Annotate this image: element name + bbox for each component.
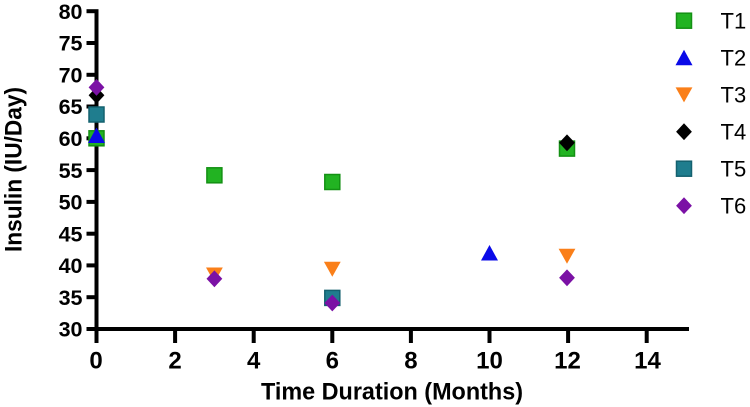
svg-text:10: 10 <box>476 348 503 375</box>
svg-text:T5: T5 <box>721 156 747 181</box>
svg-text:40: 40 <box>59 254 83 278</box>
svg-text:75: 75 <box>59 32 83 56</box>
svg-text:14: 14 <box>634 348 661 375</box>
svg-text:Time Duration (Months): Time Duration (Months) <box>261 378 523 405</box>
svg-text:T3: T3 <box>721 82 747 107</box>
svg-text:70: 70 <box>59 64 83 88</box>
svg-text:T4: T4 <box>721 119 747 144</box>
svg-text:65: 65 <box>59 95 83 119</box>
svg-text:50: 50 <box>59 191 83 215</box>
svg-text:0: 0 <box>89 348 102 375</box>
svg-text:Insulin (IU/Day): Insulin (IU/Day) <box>1 87 28 252</box>
svg-text:45: 45 <box>59 222 83 246</box>
svg-text:6: 6 <box>326 348 339 375</box>
svg-text:2: 2 <box>168 348 181 375</box>
svg-text:35: 35 <box>59 286 83 310</box>
svg-text:T2: T2 <box>721 45 747 70</box>
svg-text:30: 30 <box>59 318 83 342</box>
svg-text:T6: T6 <box>721 193 747 218</box>
svg-text:12: 12 <box>554 348 581 375</box>
svg-text:T1: T1 <box>721 8 747 33</box>
svg-text:60: 60 <box>59 127 83 151</box>
svg-text:55: 55 <box>59 159 83 183</box>
svg-text:4: 4 <box>247 348 261 375</box>
svg-text:80: 80 <box>59 0 83 24</box>
svg-text:8: 8 <box>404 348 417 375</box>
